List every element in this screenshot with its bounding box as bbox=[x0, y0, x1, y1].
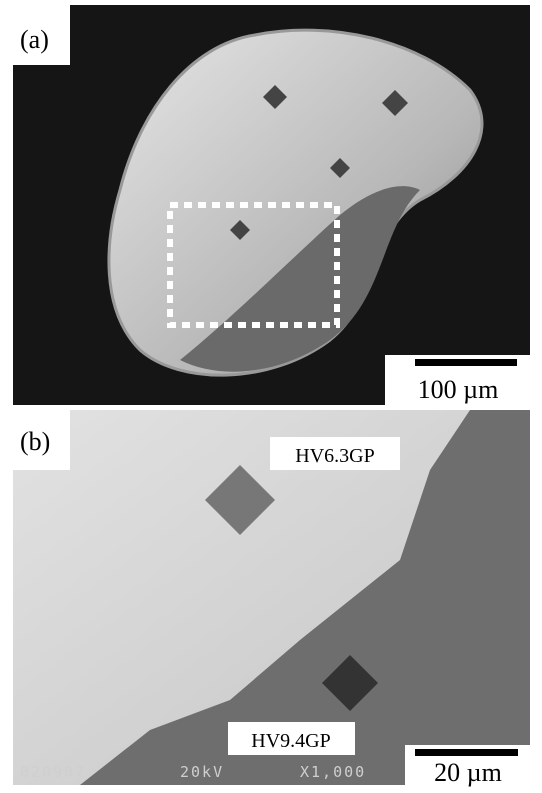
scale-bar bbox=[415, 749, 518, 756]
imprint: 20kV bbox=[180, 763, 224, 781]
imprint: 020907 bbox=[20, 763, 86, 781]
panel-a: (a) 100 µm bbox=[13, 5, 530, 405]
panel-label: (b) bbox=[20, 427, 50, 456]
imprint: X1,000 bbox=[300, 763, 366, 781]
annotation: HV6.3GP bbox=[295, 445, 374, 467]
scale-label: 20 µm bbox=[434, 758, 502, 787]
annotation: HV9.4GP bbox=[251, 730, 330, 752]
scale-bar bbox=[415, 359, 517, 366]
panel-label: (a) bbox=[20, 25, 49, 54]
scale-label: 100 µm bbox=[418, 375, 499, 404]
panel-b: (b) HV6.3GP HV9.4GP 020907 20kV X1,000 2… bbox=[13, 410, 530, 787]
figure: (a) 100 µm (b) HV6.3GP HV9.4GP 020907 20… bbox=[0, 0, 542, 793]
